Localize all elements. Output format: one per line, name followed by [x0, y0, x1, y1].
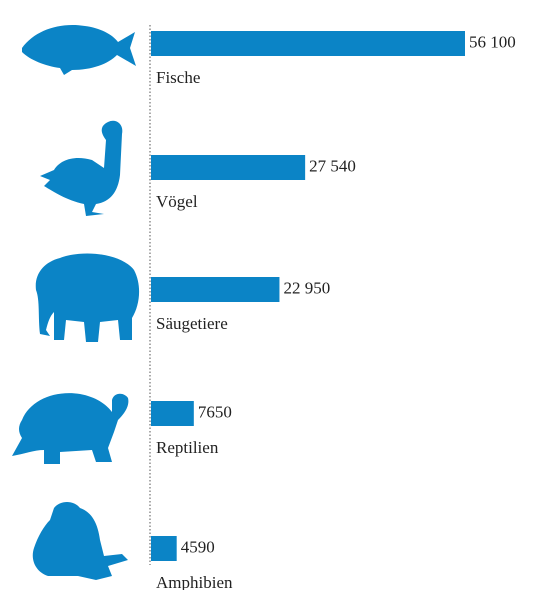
category-label: Säugetiere: [156, 314, 228, 333]
elephant-icon: [35, 253, 140, 342]
category-label: Fische: [156, 68, 200, 87]
bar: [151, 155, 306, 180]
bar: [151, 536, 177, 561]
bar: [151, 401, 194, 426]
category-label: Vögel: [156, 192, 198, 211]
value-label: 27 540: [309, 156, 356, 175]
frog-icon: [32, 502, 128, 580]
value-label: 7650: [198, 402, 232, 421]
bar: [151, 277, 280, 302]
turtle-icon: [12, 393, 129, 464]
value-label: 4590: [181, 537, 215, 556]
value-label: 22 950: [283, 278, 330, 297]
fish-icon: [22, 24, 136, 76]
bar: [151, 31, 465, 56]
category-label: Amphibien: [156, 573, 233, 590]
category-label: Reptilien: [156, 438, 219, 457]
bird-icon: [40, 120, 123, 216]
value-label: 56 100: [469, 32, 516, 51]
